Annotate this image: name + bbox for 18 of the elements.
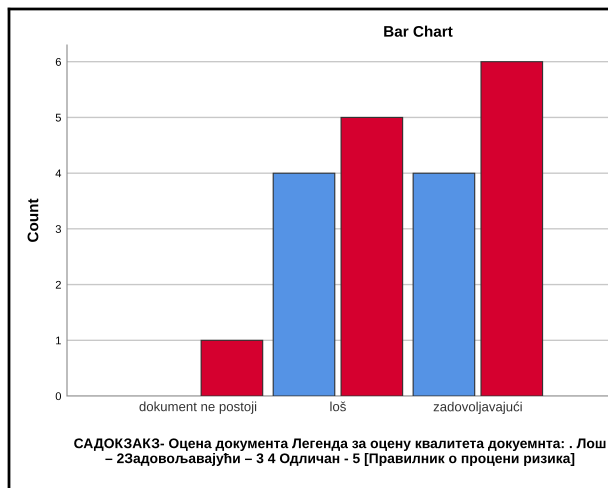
y-tick-label: 0 xyxy=(56,392,62,400)
bar xyxy=(480,61,544,396)
bar xyxy=(412,172,476,396)
x-tick-label: loš xyxy=(330,402,346,412)
bar xyxy=(272,172,336,396)
y-tick-label: 2 xyxy=(56,280,61,289)
y-axis-title: Count xyxy=(28,198,38,242)
y-tick-label: 3 xyxy=(56,225,61,233)
bar xyxy=(340,116,404,396)
y-tick-label: 5 xyxy=(56,114,61,122)
bar xyxy=(200,340,264,396)
x-axis-title: САДОКЗАКЗ- Оцена документа Легенда за оцену квалитета докуемнта: . Лош – 2Задовољавајући – 3 4 Одличан - 5 [Правилник о процени ризика] xyxy=(74,438,606,466)
y-tick-label: 1 xyxy=(56,336,61,344)
y-tick-label: 4 xyxy=(56,170,62,178)
chart-title: Bar Chart xyxy=(384,26,453,37)
x-tick-label: dokument ne postoji xyxy=(139,402,256,414)
y-tick-label: 6 xyxy=(56,58,61,66)
x-tick-label: zadovoljavajući xyxy=(434,402,522,414)
